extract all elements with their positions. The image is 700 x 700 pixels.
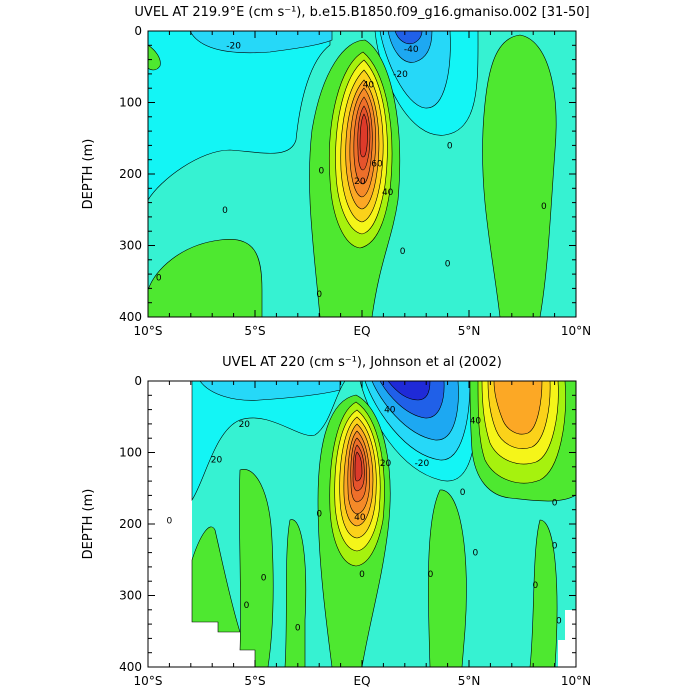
- bottom-band-east-negative-50: [387, 381, 431, 401]
- bot-contour-label: 0: [359, 570, 365, 580]
- bot-xtick-label: 5°S: [244, 674, 265, 688]
- bot-contour-label: 0: [460, 488, 466, 498]
- top-contour-label: 0: [222, 206, 228, 216]
- bottom-band-west-positive-2: [239, 469, 274, 667]
- top-ytick-label: 300: [119, 239, 142, 253]
- top-panel: UVEL AT 219.9°E (cm s⁻¹), b.e15.B1850.f0…: [81, 5, 591, 338]
- bottom-ylabel: DEPTH (m): [81, 489, 96, 560]
- top-band-east-negative-30: [387, 31, 433, 63]
- top-xtick-label: EQ: [353, 324, 370, 338]
- top-contour-label: 0: [445, 259, 451, 269]
- top-ytick-label: 400: [119, 310, 142, 324]
- top-panel-title: UVEL AT 219.9°E (cm s⁻¹), b.e15.B1850.f0…: [134, 5, 589, 20]
- top-band-east-positive: [482, 34, 557, 317]
- top-contour-label: 40: [382, 188, 394, 198]
- top-band-west-negative: [148, 31, 331, 201]
- bottom-band-equatorial-80: [354, 451, 363, 482]
- bot-contour-label: 0: [532, 581, 538, 591]
- bottom-band-west-positive: [191, 526, 241, 633]
- top-contour-labels: -20 -20 -40 40 60 20 40 0 0 0 0 0 0 0 0: [156, 41, 547, 300]
- top-xtick-label: 5°S: [244, 324, 265, 338]
- bottom-panel: UVEL AT 220 (cm s⁻¹), Johnson et al (200…: [81, 355, 591, 688]
- bottom-x-ticks: 10°S 5°S EQ 5°N 10°N: [134, 381, 591, 688]
- top-contour-label: 0: [447, 141, 453, 151]
- bot-contour-label: 40: [470, 416, 482, 426]
- bot-ytick-label: 200: [119, 517, 142, 531]
- bottom-contour-field: [148, 381, 576, 667]
- top-x-ticks: 10°S 5°S EQ 5°N 10°N: [134, 31, 591, 338]
- bot-xtick-label: 10°S: [134, 674, 163, 688]
- top-xtick-label: 10°N: [561, 324, 591, 338]
- top-contour-label: -40: [404, 45, 419, 55]
- bottom-band-east-positive-deep: [428, 489, 467, 667]
- bot-xtick-label: 10°N: [561, 674, 591, 688]
- top-xtick-label: 5°N: [458, 324, 481, 338]
- bot-contour-label: 40: [384, 406, 396, 416]
- bottom-panel-title: UVEL AT 220 (cm s⁻¹), Johnson et al (200…: [222, 355, 502, 370]
- top-band-equatorial-80: [359, 113, 368, 158]
- bot-contour-label: 0: [167, 516, 173, 526]
- top-contour-label: 0: [541, 202, 547, 212]
- bot-contour-label: 0: [552, 541, 558, 551]
- bot-xtick-label: EQ: [353, 674, 370, 688]
- bot-contour-label: 0: [295, 624, 301, 634]
- bot-ytick-label: 0: [134, 374, 142, 388]
- top-band-west-negative-20: [189, 31, 333, 54]
- top-contour-label: 40: [363, 81, 375, 91]
- bottom-band-west-negative: [191, 381, 346, 502]
- bot-contour-label: 0: [473, 549, 479, 559]
- bot-contour-label: 20: [239, 420, 251, 430]
- bot-contour-label: 40: [354, 513, 366, 523]
- top-ytick-label: 0: [134, 24, 142, 38]
- top-contour-label: 0: [318, 166, 324, 176]
- top-contour-field: [148, 31, 576, 317]
- bot-contour-label: 0: [552, 499, 558, 509]
- top-contour-label: 20: [354, 177, 366, 187]
- top-contour-label: 60: [371, 159, 383, 169]
- bot-contour-label: 0: [316, 509, 322, 519]
- top-contour-label: 0: [316, 290, 322, 300]
- bottom-contour-labels: 20 20 40 -20 40 20 40 0 0 0 0 0 0 0 0 0 0 0 0 0: [167, 406, 562, 634]
- bot-contour-label: 0: [428, 570, 434, 580]
- top-ytick-label: 200: [119, 167, 142, 181]
- top-band-west-positive: [148, 238, 263, 317]
- bot-ytick-label: 100: [119, 446, 142, 460]
- top-contour-label: -20: [393, 70, 408, 80]
- top-band-west-edge: [148, 44, 161, 71]
- top-ylabel: DEPTH (m): [81, 139, 96, 210]
- bot-xtick-label: 5°N: [458, 674, 481, 688]
- top-ytick-label: 100: [119, 96, 142, 110]
- bottom-band-east-positive-deep-2: [529, 519, 558, 667]
- bot-contour-label: 0: [556, 617, 562, 627]
- bot-ytick-label: 300: [119, 589, 142, 603]
- bottom-band-east-jet-40: [493, 381, 543, 435]
- bottom-band-mid-positive: [284, 519, 307, 667]
- bot-contour-label: -20: [415, 459, 430, 469]
- top-xtick-label: 10°S: [134, 324, 163, 338]
- top-band-east-negative-40: [394, 31, 423, 45]
- bot-ytick-label: 400: [119, 660, 142, 674]
- bottom-band-west-negative-20: [199, 381, 341, 401]
- top-contour-label: 0: [156, 274, 162, 284]
- bot-contour-label: 20: [380, 459, 392, 469]
- top-contour-label: -20: [226, 41, 241, 51]
- top-contour-label: 0: [400, 247, 406, 257]
- bot-contour-label: 0: [261, 574, 267, 584]
- bot-contour-label: 20: [211, 456, 223, 466]
- bot-contour-label: 0: [244, 601, 250, 611]
